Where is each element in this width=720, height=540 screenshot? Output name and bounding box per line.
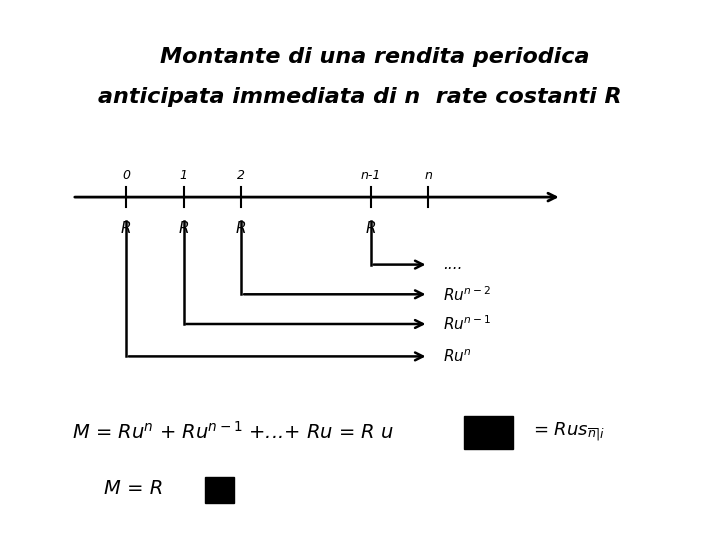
- Text: n: n: [425, 169, 432, 182]
- Bar: [464, 416, 513, 449]
- Text: 0: 0: [122, 169, 130, 182]
- Text: 2: 2: [237, 169, 246, 182]
- Text: ....: ....: [443, 257, 462, 272]
- Text: = $Rus_{\overline{n}|i}$: = $Rus_{\overline{n}|i}$: [533, 421, 605, 443]
- Text: n-1: n-1: [361, 169, 381, 182]
- Text: Ru$^{n-2}$: Ru$^{n-2}$: [443, 285, 491, 303]
- Text: R: R: [366, 221, 376, 237]
- Text: R: R: [236, 221, 246, 237]
- Text: Ru$^{n-1}$: Ru$^{n-1}$: [443, 315, 491, 333]
- Text: M = Ru$^{n}$ + Ru$^{n-1}$ +...+ Ru = R u: M = Ru$^{n}$ + Ru$^{n-1}$ +...+ Ru = R u: [72, 421, 394, 443]
- Text: Ru$^{n}$: Ru$^{n}$: [443, 348, 471, 364]
- Bar: [205, 477, 234, 503]
- Text: 1: 1: [179, 169, 188, 182]
- Text: R: R: [121, 221, 131, 237]
- Text: anticipata immediata di n  rate costanti R: anticipata immediata di n rate costanti …: [98, 87, 622, 107]
- Text: Montante di una rendita periodica: Montante di una rendita periodica: [160, 46, 589, 67]
- Text: M = R: M = R: [104, 479, 163, 498]
- Text: R: R: [179, 221, 189, 237]
